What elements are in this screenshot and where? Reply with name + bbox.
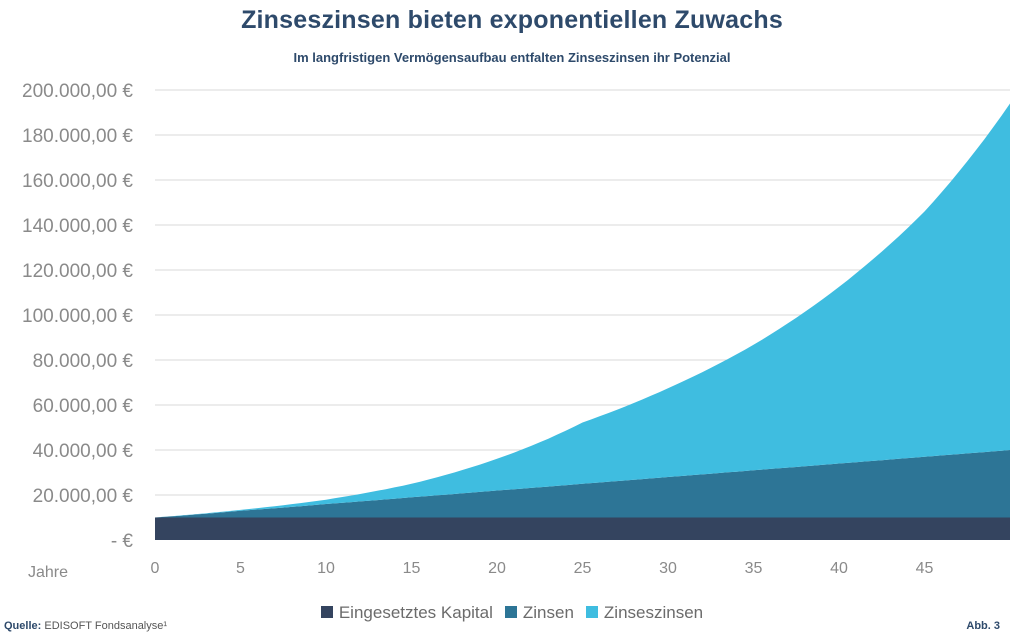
legend-label: Zinseszinsen <box>603 603 704 622</box>
y-tick-label: 160.000,00 € <box>22 171 133 192</box>
x-tick-label: 35 <box>745 560 763 577</box>
x-tick-label: 5 <box>236 560 245 577</box>
y-axis-ticks: - € 20.000,00 € 40.000,00 € 60.000,00 € 80.0… <box>22 81 133 552</box>
y-tick-label: 80.000,00 € <box>33 351 134 372</box>
chart-title: Zinseszinsen bieten exponentiellen Zuwac… <box>241 6 783 34</box>
x-axis-label: Jahre <box>28 564 68 581</box>
legend-item: Eingesetztes Kapital <box>320 603 493 623</box>
y-tick-label: - € <box>111 531 134 552</box>
legend-swatch <box>585 605 598 618</box>
x-tick-label: 0 <box>151 560 160 577</box>
y-tick-label: 120.000,00 € <box>22 261 133 282</box>
x-axis-ticks: 0 5 10 15 20 25 30 35 40 45 <box>151 560 934 577</box>
x-tick-label: 20 <box>488 560 506 577</box>
y-tick-label: 20.000,00 € <box>33 486 134 507</box>
chart-legend: Eingesetztes Kapital Zinsen Zinseszinsen <box>0 603 1024 623</box>
y-tick-label: 40.000,00 € <box>33 441 134 462</box>
x-tick-label: 15 <box>403 560 421 577</box>
source-label: Quelle: <box>4 620 42 632</box>
legend-label: Eingesetztes Kapital <box>338 603 493 622</box>
area-series <box>155 103 1010 540</box>
legend-item: Zinseszinsen <box>585 603 704 623</box>
legend-swatch <box>320 605 333 618</box>
area-zinseszinsen <box>155 103 1010 518</box>
y-tick-label: 200.000,00 € <box>22 81 133 102</box>
legend-swatch <box>504 605 517 618</box>
y-tick-label: 180.000,00 € <box>22 126 133 147</box>
y-tick-label: 140.000,00 € <box>22 216 133 237</box>
legend-item: Zinsen <box>504 603 574 623</box>
source-text: EDISOFT Fondsanalyse¹ <box>44 620 168 632</box>
x-tick-label: 30 <box>659 560 677 577</box>
x-tick-label: 40 <box>830 560 848 577</box>
figure-label: Abb. 3 <box>966 620 1000 632</box>
area-zinsen <box>155 450 1010 518</box>
chart-area: - € 20.000,00 € 40.000,00 € 60.000,00 € 80.0… <box>22 81 1010 581</box>
y-tick-label: 60.000,00 € <box>33 396 134 417</box>
y-tick-label: 100.000,00 € <box>22 306 133 327</box>
area-eingesetztes-kapital <box>155 517 1010 540</box>
x-tick-label: 45 <box>916 560 934 577</box>
legend-label: Zinsen <box>522 603 574 622</box>
source-note: Quelle: EDISOFT Fondsanalyse¹ <box>4 620 167 632</box>
chart-subtitle: Im langfristigen Vermögensaufbau entfalt… <box>293 50 731 65</box>
x-tick-label: 10 <box>317 560 335 577</box>
x-tick-label: 25 <box>574 560 592 577</box>
